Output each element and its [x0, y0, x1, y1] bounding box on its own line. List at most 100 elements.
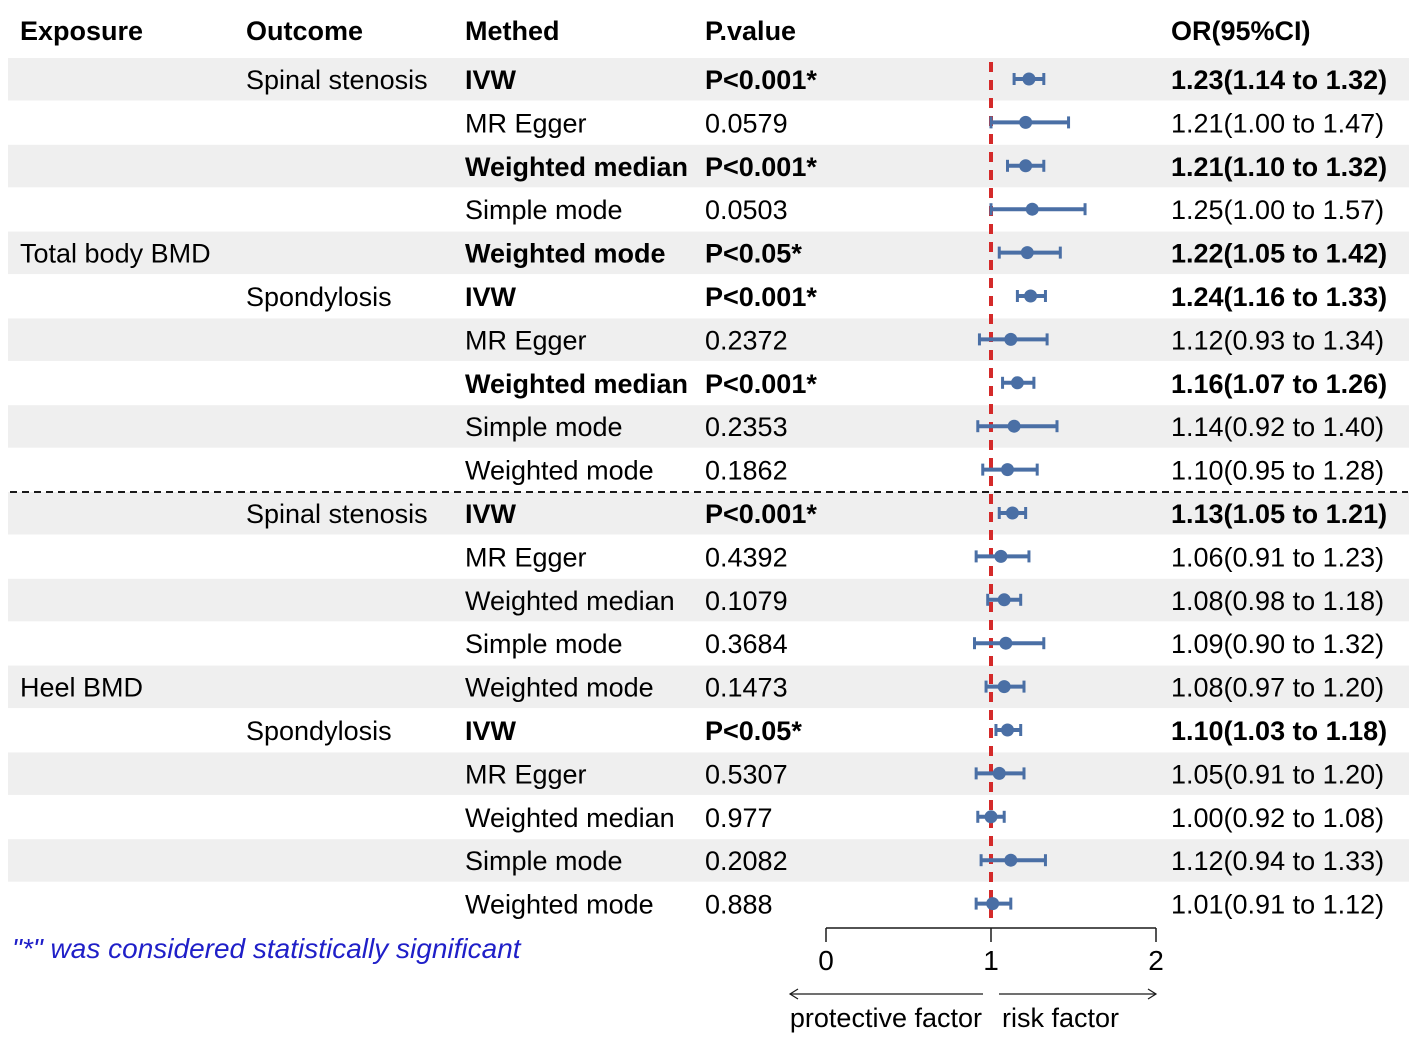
row-band [8, 492, 1409, 535]
significance-note: "*" was considered statistically signifi… [12, 933, 522, 964]
cell-pvalue: 0.2372 [705, 325, 788, 355]
cell-pvalue: 0.977 [705, 803, 773, 833]
cell-pvalue: 0.0579 [705, 108, 788, 138]
or-point [1024, 289, 1038, 303]
cell-pvalue: P<0.001* [705, 65, 817, 95]
or-point [1025, 202, 1039, 216]
cell-pvalue: 0.2353 [705, 412, 788, 442]
or-point [1001, 463, 1014, 477]
cell-method: Weighted mode [465, 456, 654, 486]
cell-pvalue: P<0.001* [705, 369, 817, 399]
or-point [986, 897, 1000, 911]
or-point [1019, 159, 1033, 173]
cell-pvalue: 0.1862 [705, 456, 788, 486]
cell-or: 1.08(0.97 to 1.20) [1171, 673, 1384, 703]
cell-method: IVW [465, 716, 517, 746]
protective-factor-label: protective factor [790, 1003, 982, 1033]
or-point [1001, 723, 1014, 737]
or-point [1019, 115, 1033, 129]
cell-exposure: Total body BMD [20, 239, 211, 269]
or-point [1022, 72, 1036, 86]
row-band [8, 318, 1409, 361]
cell-method: Weighted mode [465, 890, 654, 920]
cell-method: Simple mode [465, 629, 623, 659]
cell-outcome: Spinal stenosis [246, 65, 428, 95]
cell-pvalue: 0.888 [705, 890, 773, 920]
arrow-right-head [1147, 988, 1158, 1000]
cell-method: IVW [465, 65, 517, 95]
row-band [8, 231, 1409, 275]
cell-or: 1.16(1.07 to 1.26) [1171, 369, 1387, 399]
cell-method: Weighted median [465, 369, 688, 399]
row-band [8, 405, 1409, 448]
cell-pvalue: 0.1473 [705, 673, 788, 703]
cell-or: 1.25(1.00 to 1.57) [1171, 195, 1384, 225]
cell-or: 1.00(0.92 to 1.08) [1171, 803, 1384, 833]
cell-pvalue: 0.4392 [705, 542, 788, 572]
cell-method: MR Egger [465, 542, 587, 572]
header-method: Methed [465, 16, 560, 46]
header-exposure: Exposure [20, 16, 143, 46]
cell-method: Weighted mode [465, 239, 666, 269]
risk-factor-label: risk factor [1002, 1003, 1119, 1033]
cell-or: 1.14(0.92 to 1.40) [1171, 412, 1384, 442]
cell-or: 1.08(0.98 to 1.18) [1171, 586, 1384, 616]
tick-label: 0 [818, 945, 834, 976]
cell-pvalue: 0.3684 [705, 629, 788, 659]
or-point [984, 810, 998, 824]
or-point [1004, 853, 1018, 867]
or-point [994, 549, 1008, 563]
cell-method: Weighted median [465, 803, 675, 833]
cell-or: 1.21(1.10 to 1.32) [1171, 152, 1387, 182]
cell-or: 1.21(1.00 to 1.47) [1171, 108, 1384, 138]
cell-or: 1.24(1.16 to 1.33) [1171, 282, 1387, 312]
cell-method: Simple mode [465, 846, 623, 876]
row-band [8, 58, 1409, 101]
tick-label: 1 [983, 945, 999, 976]
header-outcome: Outcome [246, 16, 363, 46]
cell-or: 1.10(0.95 to 1.28) [1171, 456, 1384, 486]
or-point [997, 593, 1011, 607]
cell-pvalue: 0.5307 [705, 759, 788, 789]
column-headers: Exposure Outcome Methed P.value OR(95%CI… [20, 16, 1311, 46]
cell-pvalue: P<0.001* [705, 499, 817, 529]
cell-outcome: Spondylosis [246, 716, 392, 746]
cell-pvalue: P<0.001* [705, 152, 817, 182]
or-point [1004, 332, 1018, 346]
cell-or: 1.13(1.05 to 1.21) [1171, 499, 1387, 529]
cell-method: Weighted mode [465, 673, 654, 703]
cell-method: MR Egger [465, 325, 587, 355]
or-point [997, 680, 1011, 694]
cell-pvalue: P<0.001* [705, 282, 817, 312]
or-point [1010, 376, 1024, 390]
table-rows: Spinal stenosis IVW P<0.001* 1.23(1.14 to 1… [20, 65, 1387, 920]
cell-outcome: Spondylosis [246, 282, 392, 312]
arrow-left-head [788, 988, 799, 1000]
cell-method: MR Egger [465, 108, 587, 138]
cell-method: IVW [465, 282, 517, 312]
or-point [1020, 246, 1034, 260]
row-band [8, 839, 1409, 882]
ci-marks [973, 72, 1087, 911]
cell-or: 1.12(0.93 to 1.34) [1171, 325, 1384, 355]
row-band [8, 144, 1409, 188]
row-bands [8, 58, 1409, 882]
cell-or: 1.06(0.91 to 1.23) [1171, 542, 1384, 572]
or-point [1005, 506, 1019, 520]
row-band [8, 665, 1409, 709]
or-point [992, 766, 1006, 780]
row-band [8, 578, 1409, 622]
cell-or: 1.12(0.94 to 1.33) [1171, 846, 1384, 876]
cell-pvalue: 0.2082 [705, 846, 788, 876]
cell-method: Weighted median [465, 152, 688, 182]
cell-outcome: Spinal stenosis [246, 499, 428, 529]
or-point [1007, 419, 1021, 433]
header-pvalue: P.value [705, 16, 796, 46]
cell-pvalue: P<0.05* [705, 716, 802, 746]
cell-or: 1.05(0.91 to 1.20) [1171, 759, 1384, 789]
cell-or: 1.01(0.91 to 1.12) [1171, 890, 1384, 920]
cell-exposure: Heel BMD [20, 673, 143, 703]
cell-method: Simple mode [465, 195, 623, 225]
tick-label: 2 [1148, 945, 1164, 976]
